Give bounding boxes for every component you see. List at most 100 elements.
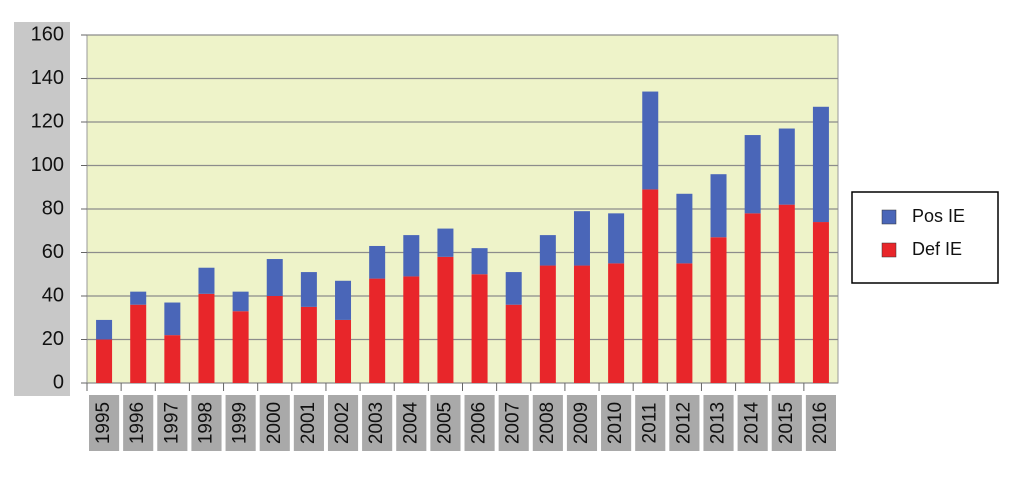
bar-segment xyxy=(266,296,283,383)
y-tick-label: 0 xyxy=(53,371,64,393)
x-label-background xyxy=(464,395,495,451)
y-tick-label: 140 xyxy=(31,67,64,89)
x-label-background xyxy=(157,395,188,451)
x-label-background xyxy=(89,395,120,451)
bar-segment xyxy=(608,263,625,383)
bar-segment xyxy=(642,91,659,190)
x-tick-label: 1997 xyxy=(161,402,182,444)
x-label-background xyxy=(737,395,768,451)
bar-segment xyxy=(164,335,181,383)
y-tick-label: 60 xyxy=(42,241,64,263)
legend-label: Def IE xyxy=(912,239,962,259)
x-label-background xyxy=(396,395,427,451)
bar-segment xyxy=(198,293,215,383)
x-label-background xyxy=(123,395,154,451)
bar-segment xyxy=(198,267,215,294)
bar-segment xyxy=(300,306,317,383)
x-tick-label: 2003 xyxy=(366,402,387,444)
bar-segment xyxy=(812,222,829,383)
x-tick-label: 2004 xyxy=(400,401,421,444)
bar-segment xyxy=(778,204,795,383)
x-tick-label: 2005 xyxy=(434,402,455,444)
x-tick-label: 2002 xyxy=(332,402,353,444)
y-tick-label: 20 xyxy=(42,328,64,350)
bar-segment xyxy=(676,263,693,383)
x-tick-label: 2013 xyxy=(708,402,729,444)
y-tick-label: 80 xyxy=(42,197,64,219)
bar-segment xyxy=(369,245,386,279)
x-tick-label: 2015 xyxy=(776,402,797,444)
bar-segment xyxy=(369,278,386,383)
bar-segment xyxy=(744,135,761,214)
x-label-background xyxy=(293,395,324,451)
x-label-background xyxy=(191,395,222,451)
bar-segment xyxy=(471,248,488,275)
bar-segment xyxy=(437,228,454,257)
x-tick-label: 2007 xyxy=(503,402,524,444)
x-label-background xyxy=(225,395,256,451)
x-label-background xyxy=(601,395,632,451)
x-label-background xyxy=(498,395,529,451)
bar-segment xyxy=(812,106,829,223)
bar-segment xyxy=(130,304,147,383)
x-label-background xyxy=(566,395,598,451)
y-label-background xyxy=(14,22,70,396)
x-tick-label: 2016 xyxy=(810,402,831,444)
legend-label: Pos IE xyxy=(912,206,965,226)
x-tick-label: 2006 xyxy=(469,402,490,444)
y-tick-label: 120 xyxy=(31,110,64,132)
x-tick-label: 2009 xyxy=(571,402,592,444)
bar-segment xyxy=(403,235,420,277)
x-tick-label: 2014 xyxy=(742,401,763,444)
x-label-background xyxy=(771,395,802,451)
legend-marker xyxy=(881,209,897,225)
y-tick-label: 40 xyxy=(42,284,64,306)
bar-segment xyxy=(505,304,522,383)
bar-segment xyxy=(642,189,659,383)
bar-segment xyxy=(232,311,249,383)
x-tick-label: 1996 xyxy=(127,402,148,444)
bar-segment xyxy=(539,235,556,266)
bar-segment xyxy=(300,272,317,307)
bar-segment xyxy=(96,339,113,383)
x-tick-label: 1999 xyxy=(230,402,251,444)
legend-marker xyxy=(881,242,897,258)
x-tick-label: 2001 xyxy=(298,402,319,444)
y-tick-label: 100 xyxy=(31,154,64,176)
x-label-background xyxy=(430,395,461,451)
bar-segment xyxy=(130,291,147,305)
x-label-background xyxy=(327,395,359,451)
bar-segment xyxy=(573,211,590,266)
bar-segment xyxy=(710,174,727,238)
y-tick-label: 160 xyxy=(31,23,64,45)
x-label-background xyxy=(669,395,700,451)
bar-segment xyxy=(403,276,420,383)
bar-segment xyxy=(676,193,693,264)
x-label-background xyxy=(259,395,290,451)
x-label-background xyxy=(532,395,563,451)
x-label-background xyxy=(703,395,734,451)
bar-segment xyxy=(335,280,352,320)
x-tick-label: 2012 xyxy=(673,402,694,444)
bar-segment xyxy=(505,272,522,305)
x-tick-label: 2011 xyxy=(639,403,660,444)
bar-segment xyxy=(335,319,352,383)
bar-segment xyxy=(232,291,249,312)
x-tick-label: 1998 xyxy=(195,402,216,444)
bar-segment xyxy=(608,213,625,264)
x-tick-label: 2010 xyxy=(605,402,626,444)
x-label-background xyxy=(805,395,836,451)
bar-segment xyxy=(710,237,727,383)
x-label-background xyxy=(635,395,666,451)
x-label-background xyxy=(362,395,393,451)
x-tick-label: 1995 xyxy=(93,402,114,444)
legend-box xyxy=(851,191,999,284)
bar-segment xyxy=(266,259,283,296)
bar-segment xyxy=(744,213,761,383)
x-tick-label: 2008 xyxy=(537,402,558,444)
bar-segment xyxy=(573,265,590,383)
bar-segment xyxy=(778,128,795,205)
bar-segment xyxy=(164,302,181,336)
bar-segment xyxy=(471,274,488,383)
